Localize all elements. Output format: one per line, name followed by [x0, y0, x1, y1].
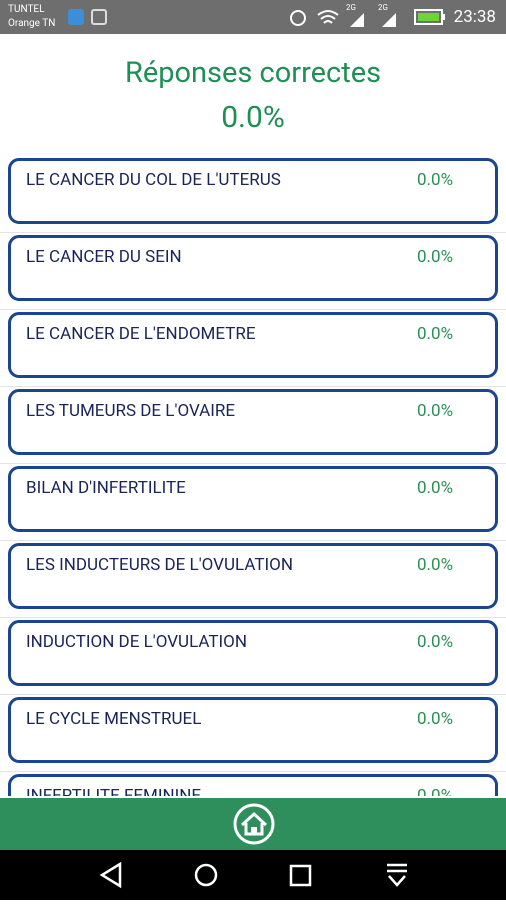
- notification-icons: [68, 9, 107, 25]
- carrier: TUNTEL: [8, 4, 45, 15]
- menu-button[interactable]: [387, 863, 407, 887]
- list-row: LE CANCER DU SEIN 0.0%: [0, 233, 506, 310]
- chapter-card[interactable]: LE CANCER DU COL DE L'UTERUS 0.0%: [8, 158, 498, 224]
- chapter-name: LES TUMEURS DE L'OVAIRE: [26, 401, 236, 421]
- clock: 23:38: [453, 7, 496, 27]
- nav-bar: [0, 850, 506, 900]
- bottom-bar: [0, 798, 506, 850]
- title: Réponses correctes: [124, 56, 382, 90]
- home-button[interactable]: [226, 802, 282, 846]
- chapter-score: 0.0%: [417, 324, 454, 344]
- chapter-score: 0.0%: [417, 709, 454, 729]
- chapter-name: LE CANCER DU COL DE L'UTERUS: [26, 170, 281, 190]
- chapter-card[interactable]: INDUCTION DE L'OVULATION 0.0%: [8, 620, 498, 686]
- network-type: 2G: [346, 3, 356, 12]
- header: Réponses correctes 0.0%: [0, 34, 506, 154]
- chapter-card[interactable]: LE CYCLE MENSTRUEL 0.0%: [8, 697, 498, 763]
- chapter-score: 0.0%: [417, 786, 454, 796]
- status-bar: TUNTEL Orange TN 2G 2G 23:38: [0, 0, 506, 34]
- list-row: LE CANCER DU COL DE L'UTERUS 0.0%: [0, 156, 506, 233]
- chapter-score: 0.0%: [417, 401, 454, 421]
- chapter-name: BILAN D'INFERTILITE: [26, 478, 186, 498]
- list-row: LE CYCLE MENSTRUEL 0.0%: [0, 695, 506, 772]
- chapter-card[interactable]: LE CANCER DE L'ENDOMETRE 0.0%: [8, 312, 498, 378]
- chapter-name: LE CYCLE MENSTRUEL: [26, 709, 202, 729]
- nav-buttons: [99, 861, 407, 889]
- chapter-card[interactable]: LES TUMEURS DE L'OVAIRE 0.0%: [8, 389, 498, 455]
- chapter-score: 0.0%: [417, 555, 454, 575]
- chapter-card[interactable]: INFERTILITE FEMININE 0.0%: [8, 774, 498, 796]
- network-type: 2G: [378, 3, 388, 12]
- network: Orange TN: [8, 18, 56, 29]
- list-row: INDUCTION DE L'OVULATION 0.0%: [0, 618, 506, 695]
- chapter-score: 0.0%: [417, 170, 454, 190]
- chapter-score: 0.0%: [417, 478, 454, 498]
- list-row: INFERTILITE FEMININE 0.0%: [0, 772, 506, 796]
- chapter-name: INDUCTION DE L'OVULATION: [26, 632, 248, 652]
- chapter-name: LE CANCER DU SEIN: [26, 247, 182, 267]
- overall-score: 0.0%: [221, 100, 285, 135]
- list-row: LES TUMEURS DE L'OVAIRE 0.0%: [0, 387, 506, 464]
- home-nav-button[interactable]: [194, 863, 218, 887]
- chapter-name: LE CANCER DE L'ENDOMETRE: [26, 324, 256, 344]
- chapter-card[interactable]: LE CANCER DU SEIN 0.0%: [8, 235, 498, 301]
- chapter-score: 0.0%: [417, 632, 454, 652]
- chapter-score: 0.0%: [417, 247, 454, 267]
- list-row: LES INDUCTEURS DE L'OVULATION 0.0%: [0, 541, 506, 618]
- back-button[interactable]: [99, 861, 122, 889]
- chapter-card[interactable]: LES INDUCTEURS DE L'OVULATION 0.0%: [8, 543, 498, 609]
- chapter-name: LES INDUCTEURS DE L'OVULATION: [26, 555, 293, 575]
- chapter-card[interactable]: BILAN D'INFERTILITE 0.0%: [8, 466, 498, 532]
- chapter-name: INFERTILITE FEMININE: [26, 786, 202, 796]
- battery: [414, 9, 445, 25]
- status-icons: [290, 10, 396, 27]
- list-row: BILAN D'INFERTILITE 0.0%: [0, 464, 506, 541]
- recent-button[interactable]: [289, 864, 312, 887]
- list-row: LE CANCER DE L'ENDOMETRE 0.0%: [0, 310, 506, 387]
- chapter-list: LE CANCER DU COL DE L'UTERUS 0.0% LE CANCE…: [0, 156, 506, 796]
